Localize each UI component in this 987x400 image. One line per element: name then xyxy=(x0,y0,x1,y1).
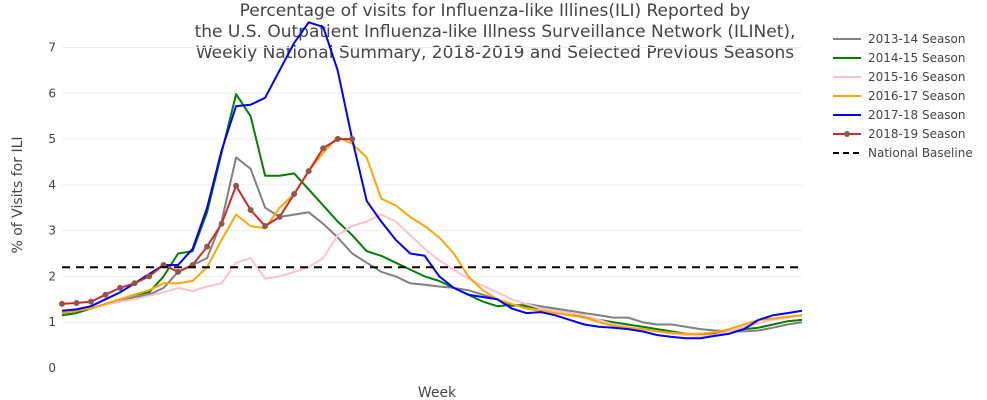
data-point[interactable] xyxy=(320,145,327,152)
series-2014-15-season xyxy=(61,93,803,336)
y-tick-label: 1 xyxy=(48,315,56,329)
series-line xyxy=(61,138,353,305)
chart-title-line-3: Weekly National Summary, 2018-2019 and S… xyxy=(196,43,794,63)
series-2017-18-season xyxy=(61,21,803,340)
data-point[interactable] xyxy=(102,291,109,298)
legend-label: 2016-17 Season xyxy=(868,89,966,103)
x-axis-label: Week xyxy=(418,385,457,400)
data-point[interactable] xyxy=(262,223,269,230)
series-2013-14-season xyxy=(61,156,803,333)
data-point[interactable] xyxy=(175,268,182,275)
y-tick-label: 6 xyxy=(48,86,56,100)
y-axis-label: % of Visits for ILI xyxy=(10,136,26,253)
y-tick-label: 2 xyxy=(48,269,56,283)
series-line xyxy=(61,156,803,333)
series-2018-19-season xyxy=(59,136,356,307)
data-point[interactable] xyxy=(131,280,138,287)
y-tick-label: 3 xyxy=(48,224,56,238)
legend-item[interactable]: 2015-16 Season xyxy=(833,70,966,84)
chart-title-line-1: Percentage of visits for Influenza-like … xyxy=(240,1,751,21)
series-line xyxy=(61,93,803,336)
chart-title: Percentage of visits for Influenza-like … xyxy=(195,1,796,63)
data-point[interactable] xyxy=(218,220,225,227)
y-tick-label: 7 xyxy=(48,40,56,54)
legend-item[interactable]: 2013-14 Season xyxy=(833,32,966,46)
data-point[interactable] xyxy=(73,299,80,306)
legend-label: 2017-18 Season xyxy=(868,108,966,122)
series-2015-16-season xyxy=(61,213,803,337)
legend-label: 2015-16 Season xyxy=(868,70,966,84)
legend-label: 2018-19 Season xyxy=(868,127,966,141)
data-point[interactable] xyxy=(204,243,211,250)
y-axis-ticks: 0 1 2 3 4 5 6 7 xyxy=(48,40,56,375)
series-2016-17-season xyxy=(61,135,803,335)
data-point[interactable] xyxy=(146,273,153,280)
data-point[interactable] xyxy=(247,207,254,214)
legend-label: National Baseline xyxy=(868,146,973,160)
data-point[interactable] xyxy=(233,182,240,189)
series-line xyxy=(61,213,803,337)
legend-label: 2013-14 Season xyxy=(868,32,966,46)
data-point[interactable] xyxy=(334,136,341,143)
legend-item[interactable]: 2014-15 Season xyxy=(833,51,966,65)
series-layer xyxy=(59,21,803,340)
data-point[interactable] xyxy=(117,284,124,291)
legend-item[interactable]: 2018-19 Season xyxy=(833,127,966,141)
data-point[interactable] xyxy=(88,298,95,305)
data-point[interactable] xyxy=(276,213,283,220)
series-line xyxy=(61,21,803,340)
gridlines xyxy=(62,46,802,323)
legend-label: 2014-15 Season xyxy=(868,51,966,65)
legend-marker xyxy=(844,131,850,137)
legend: 2013-14 Season 2014-15 Season 2015-16 Seas… xyxy=(833,32,973,160)
chart-title-line-2: the U.S. Outpatient Influenza-like Illne… xyxy=(195,22,796,42)
data-point[interactable] xyxy=(291,191,298,197)
data-point[interactable] xyxy=(305,168,312,175)
y-tick-label: 5 xyxy=(48,132,56,146)
y-tick-label: 0 xyxy=(48,361,56,375)
series-line xyxy=(61,135,803,335)
y-tick-label: 4 xyxy=(48,178,56,192)
data-point[interactable] xyxy=(59,300,65,307)
legend-item[interactable]: 2017-18 Season xyxy=(833,108,966,122)
legend-item[interactable]: National Baseline xyxy=(833,146,973,160)
legend-item[interactable]: 2016-17 Season xyxy=(833,89,966,103)
data-point[interactable] xyxy=(349,136,356,143)
